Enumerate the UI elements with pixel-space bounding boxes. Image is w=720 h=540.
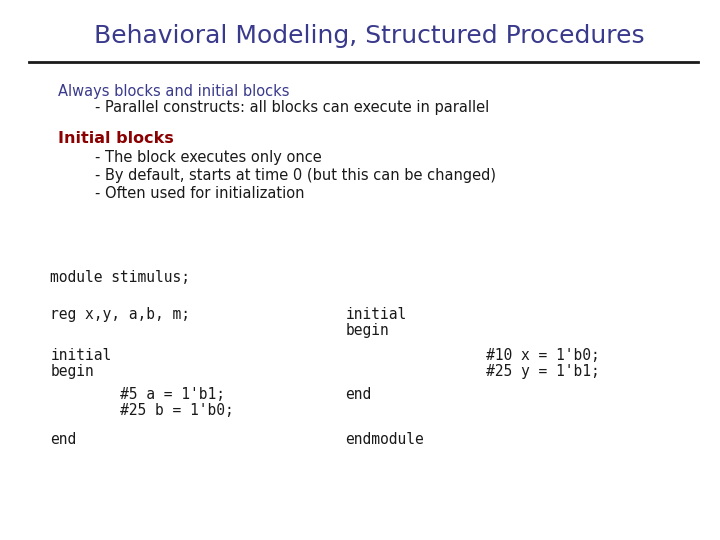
Text: #5 a = 1'b1;: #5 a = 1'b1; [50, 387, 225, 402]
Text: begin: begin [50, 364, 94, 379]
Text: #10 x = 1'b0;: #10 x = 1'b0; [346, 348, 599, 363]
Text: - The block executes only once: - The block executes only once [58, 150, 321, 165]
Text: end: end [346, 387, 372, 402]
Text: #25 y = 1'b1;: #25 y = 1'b1; [346, 364, 599, 379]
Text: - Often used for initialization: - Often used for initialization [58, 186, 304, 201]
Text: initial: initial [50, 348, 112, 363]
Text: Initial blocks: Initial blocks [58, 131, 174, 146]
Text: endmodule: endmodule [346, 432, 424, 447]
Text: Behavioral Modeling, Structured Procedures: Behavioral Modeling, Structured Procedur… [94, 24, 644, 48]
Text: #25 b = 1'b0;: #25 b = 1'b0; [50, 403, 234, 418]
Text: - Parallel constructs: all blocks can execute in parallel: - Parallel constructs: all blocks can ex… [58, 100, 489, 115]
Text: begin: begin [346, 323, 390, 338]
Text: end: end [50, 432, 76, 447]
Text: initial: initial [346, 307, 407, 322]
Text: module stimulus;: module stimulus; [50, 270, 190, 285]
Text: reg x,y, a,b, m;: reg x,y, a,b, m; [50, 307, 190, 322]
Text: - By default, starts at time 0 (but this can be changed): - By default, starts at time 0 (but this… [58, 168, 495, 183]
Text: Always blocks and initial blocks: Always blocks and initial blocks [58, 84, 289, 99]
